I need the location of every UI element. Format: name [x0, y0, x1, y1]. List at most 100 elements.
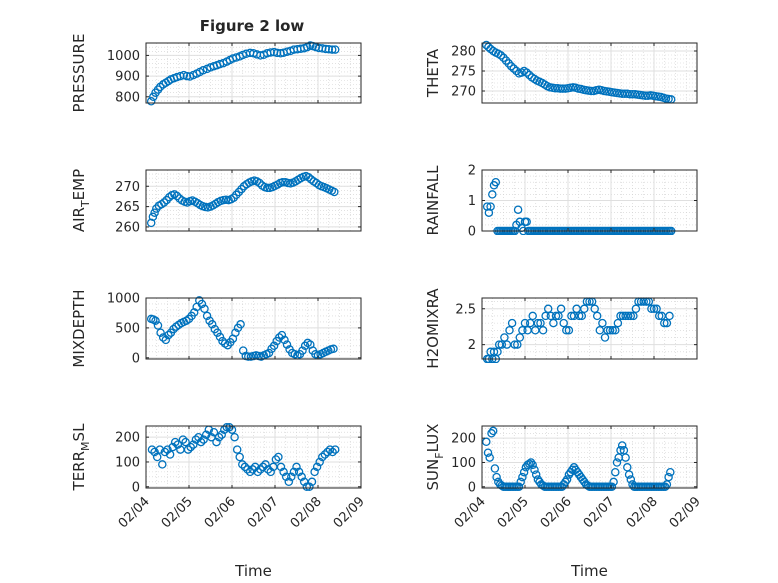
chart-terrmsl-point: [217, 430, 226, 439]
chart-theta-ytick-label: 280: [451, 45, 476, 60]
chart-h2omixra-point: [608, 326, 617, 335]
chart-terrmsl-point: [315, 457, 324, 467]
chart-pressure-ytick-label: 1000: [107, 49, 140, 64]
chart-airtemp-ytick-label: 265: [115, 200, 140, 215]
chart-terrmsl-point: [284, 477, 294, 487]
chart-h2omixra-point: [590, 304, 599, 314]
chart-h2omixra-point: [562, 326, 571, 335]
chart-airtemp-point: [150, 208, 159, 217]
chart-theta-point: [525, 70, 534, 80]
chart-h2omixra-point: [497, 340, 507, 349]
chart-sunflux-point: [607, 482, 617, 492]
chart-pressure-point: [146, 97, 156, 106]
chart-sunflux-point: [530, 465, 539, 475]
chart-terrmsl-point: [274, 452, 283, 462]
chart-mixdepth-ytick-label: 1000: [107, 292, 140, 307]
chart-airtemp-point: [146, 218, 156, 228]
chart-sunflux-point: [528, 460, 537, 470]
chart-theta-point: [506, 61, 516, 71]
chart-h2omixra-point: [556, 304, 566, 314]
chart-terrmsl-point: [323, 447, 332, 457]
chart-sunflux-ytick-label: 0: [468, 480, 476, 495]
chart-sunflux-point: [518, 472, 527, 482]
chart-terrmsl-point: [168, 442, 177, 452]
chart-mixdepth-point: [161, 335, 171, 345]
chart-terrmsl-point: [261, 460, 270, 469]
chart-terrmsl-point: [294, 467, 304, 477]
chart-terrmsl-point: [289, 467, 299, 477]
chart-h2omixra-point: [559, 318, 568, 328]
chart-h2omixra-point: [510, 340, 519, 349]
chart-sunflux-point: [616, 446, 625, 455]
chart-sunflux-ytick-label: 200: [451, 432, 476, 447]
chart-mixdepth-axes: 0 500 1000 MIXDEPTH: [70, 289, 362, 368]
chart-rainfall-point: [486, 202, 495, 211]
chart-h2omixra-point: [611, 326, 620, 335]
chart-airtemp-point: [263, 183, 272, 193]
chart-h2omixra-point: [574, 311, 584, 321]
chart-pressure-ytick-label: 800: [115, 90, 140, 105]
chart-sunflux-point: [526, 458, 536, 467]
chart-terrmsl-ylabel-sub: M: [79, 441, 92, 451]
chart-rainfall-ytick-label: 2: [468, 164, 476, 179]
chart-mixdepth-point: [215, 332, 225, 342]
chart-h2omixra-ytick-label: 2.5: [455, 302, 476, 317]
chart-sunflux-point: [531, 470, 541, 479]
chart-terrmsl-ylabel-rest: SL: [70, 423, 88, 442]
chart-airtemp-point: [255, 178, 264, 188]
chart-pressure-point: [176, 71, 185, 81]
chart-rainfall-ytick-label: 1: [468, 194, 476, 209]
chart-sunflux-xlabel: Time: [570, 562, 608, 580]
chart-terrmsl-point: [165, 450, 175, 459]
chart-theta-point: [522, 68, 531, 77]
chart-mixdepth-point: [298, 346, 307, 355]
chart-airtemp-point: [237, 184, 246, 194]
chart-terrmsl-point: [302, 482, 312, 492]
chart-h2omixra-point: [662, 318, 672, 328]
chart-sunflux-point: [483, 448, 493, 457]
chart-mixdepth-point: [218, 336, 227, 346]
chart-sunflux-point: [609, 477, 618, 487]
chart-theta-ytick-label: 275: [451, 65, 476, 80]
chart-theta-point: [499, 53, 508, 63]
chart-theta-axes: 270 275 280 THETA: [424, 40, 698, 104]
chart-mixdepth-point: [264, 348, 274, 358]
chart-terrmsl-point: [287, 472, 296, 482]
figure-title: Figure 2 low: [200, 17, 305, 35]
chart-h2omixra-point: [538, 326, 548, 335]
chart-airtemp-point: [278, 177, 287, 187]
chart-terrmsl-point: [181, 437, 190, 447]
chart-rainfall-point: [488, 190, 497, 199]
chart-mixdepth-point: [275, 333, 284, 342]
chart-terrmsl-point: [292, 462, 301, 472]
chart-terrmsl-point: [235, 452, 244, 462]
chart-sunflux-point: [621, 453, 630, 462]
chart-h2omixra-point: [507, 318, 517, 328]
chart-terrmsl-point: [194, 432, 203, 442]
chart-airtemp-point: [159, 198, 169, 207]
chart-airtemp-ylabel-sub: T: [79, 200, 92, 208]
chart-h2omixra-point: [577, 311, 587, 321]
chart-terrmsl-point: [305, 482, 314, 492]
chart-sunflux-point: [492, 472, 501, 482]
chart-theta-ylabel: THETA: [424, 48, 442, 98]
chart-h2omixra-point: [592, 311, 602, 321]
chart-terrmsl-point: [230, 432, 239, 442]
chart-terrmsl-point: [310, 467, 319, 477]
chart-sunflux-point: [514, 482, 524, 492]
chart-terrmsl-point: [328, 447, 337, 457]
chart-airtemp-ytick-label: 260: [115, 220, 140, 235]
chart-terrmsl-point: [222, 422, 232, 432]
chart-terrmsl-point: [178, 435, 188, 444]
chart-rainfall-ytick-label: 0: [468, 225, 476, 240]
chart-terrmsl-point: [279, 467, 288, 477]
chart-h2omixra-point: [543, 304, 553, 314]
chart-mixdepth-point: [200, 304, 209, 314]
chart-terrmsl-axes-box: [145, 425, 362, 489]
chart-h2omixra-point: [533, 318, 543, 328]
chart-h2omixra-point: [649, 304, 659, 314]
chart-terrmsl-point: [276, 462, 286, 472]
chart-sunflux-point: [612, 458, 622, 467]
chart-terrmsl-point: [240, 462, 250, 472]
